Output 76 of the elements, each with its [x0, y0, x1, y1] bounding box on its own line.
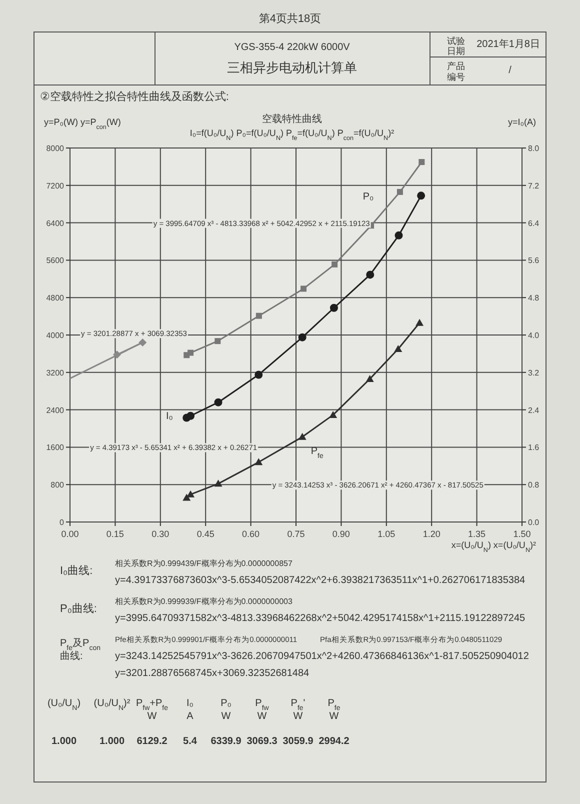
text: 2021年1月8日	[476, 38, 540, 50]
text: y=4.39173376873603x^3-5.6534052087422x^2+6.3938217363511x^1+0.262706171835384	[115, 575, 526, 586]
y2-tick-label: 4.8	[528, 294, 540, 303]
x-tick-label: 1.20	[422, 529, 440, 539]
text: 3059.9	[282, 736, 314, 747]
series-label: P₀	[362, 191, 374, 202]
text: I₀=f(U₀/U$_{N}$) P₀=f(U₀/U$_{N}$) P$_{fe}$=f(U₀/U$_{N}$) P$_{con}$=f(U₀/U$_{N}$)²	[190, 128, 394, 142]
chart-title: 空载特性曲线	[262, 113, 322, 125]
y-tick-label: 6400	[46, 218, 65, 228]
text: 产品	[447, 61, 465, 71]
text: P$_{fe}$及P$_{con}$ 曲线:	[60, 638, 101, 662]
y-tick-label: 5600	[46, 256, 65, 266]
text: ②空载特性之拟合特性曲线及函数公式:	[40, 90, 229, 103]
text: 相关系数R为0.999439/F概率分布为0.0000000857	[115, 559, 293, 568]
y-tick-label: 4000	[46, 331, 65, 340]
text: 第4页共18页	[258, 12, 322, 25]
x-tick-label: 0.00	[61, 529, 79, 539]
x-tick-label: 0.75	[287, 529, 305, 539]
x-tick-label: 0.15	[106, 529, 124, 539]
series-label: I₀	[166, 411, 173, 422]
y-tick-label: 4800	[46, 294, 65, 303]
text: I₀曲线:	[60, 564, 93, 577]
x-tick-label: 0.60	[242, 529, 260, 539]
y2-tick-label: 0.0	[528, 518, 540, 527]
text: 三相异步电动机计算单	[227, 60, 357, 75]
text: P$_{fe}$ W	[328, 698, 340, 722]
text: 1.000	[51, 736, 77, 747]
text: y=3243.14252545791x^3-3626.20670947501x^2+4260.47366846136x^1-817.505250904012	[115, 651, 530, 662]
y-tick-label: 0	[60, 518, 65, 527]
x-tick-label: 0.45	[196, 529, 214, 539]
y2-tick-label: 4.0	[528, 331, 540, 340]
text: 1.000	[99, 736, 125, 747]
y2-tick-label: 1.6	[528, 443, 540, 452]
y-tick-label: 800	[50, 480, 65, 490]
text: 2994.2	[318, 736, 350, 747]
text: (U₀/U$_{N}$)²	[94, 698, 131, 712]
y2-tick-label: 0.8	[528, 480, 540, 490]
text: (U₀/U$_{N}$)	[47, 698, 81, 712]
text: 相关系数R为0.999939/F概率分布为0.0000000003	[115, 597, 293, 606]
x-tick-label: 1.05	[378, 529, 396, 539]
y-tick-label: 7200	[46, 181, 65, 190]
x-tick-label: 1.50	[513, 529, 531, 539]
text: 6339.9	[210, 736, 242, 747]
text: I₀ A	[186, 698, 194, 722]
text: 6129.2	[136, 736, 168, 747]
text: 5.4	[183, 736, 198, 747]
x-axis-title: x=(U₀/U$_{N}$) x=(U₀/U$_{N}$)²	[451, 540, 536, 554]
x-tick-label: 0.30	[152, 529, 170, 539]
y2-tick-label: 8.0	[528, 144, 540, 153]
text: y=3201.28876568745x+3069.32352681484	[115, 668, 310, 679]
y2-tick-label: 7.2	[528, 181, 540, 190]
y2-tick-label: 6.4	[528, 218, 540, 228]
y-axis-title: y=P₀(W) y=P$_{con}$(W)	[44, 117, 121, 130]
y-tick-label: 8000	[46, 144, 65, 153]
y2-tick-label: 3.2	[528, 368, 540, 378]
y2-tick-label: 5.6	[528, 256, 540, 266]
y-tick-label: 2400	[46, 406, 65, 415]
y2-tick-label: 2.4	[528, 406, 540, 415]
text: 试验	[447, 36, 465, 46]
x-tick-label: 1.35	[468, 529, 486, 539]
y-tick-label: 1600	[46, 443, 65, 452]
x-tick-label: 0.90	[332, 529, 350, 539]
text: P$_{fe}$' W	[290, 698, 306, 722]
text: 3069.3	[246, 736, 278, 747]
text: P$_{fw}$ W	[255, 698, 270, 722]
series-label: P$_{fe}$	[310, 446, 324, 460]
text: /	[508, 65, 512, 76]
text: 编号	[447, 72, 465, 82]
text: YGS-355-4 220kW 6000V	[234, 42, 350, 53]
text: P₀ W	[220, 698, 232, 722]
text: y=3995.64709371582x^3-4813.33968462268x^2+5042.4295174158x^1+2115.19122897245	[115, 613, 526, 624]
y2-axis-title: y=I₀(A)	[508, 117, 536, 127]
y-tick-label: 3200	[46, 368, 65, 378]
text: P$_{fw}$+P$_{fe}$ W	[136, 698, 168, 722]
text: 日期	[447, 46, 465, 56]
text: P₀曲线:	[60, 602, 97, 615]
